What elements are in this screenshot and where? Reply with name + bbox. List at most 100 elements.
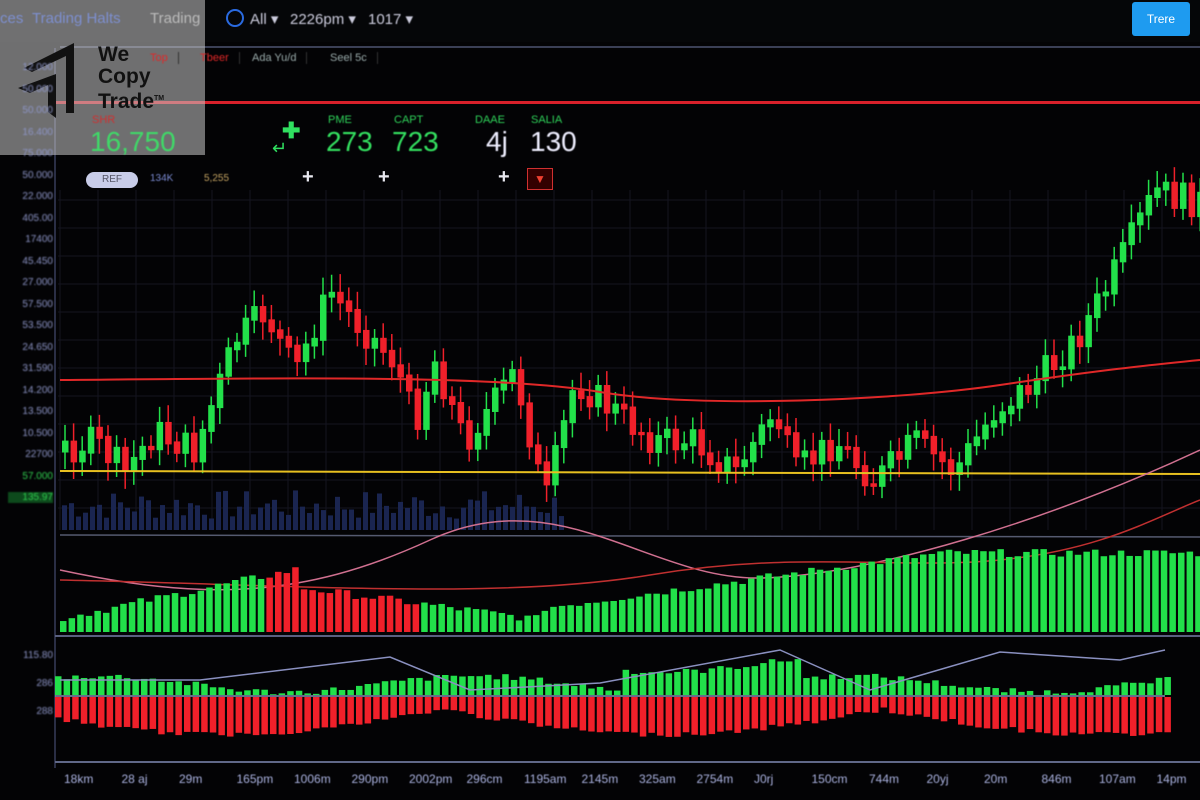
histogram-bar [868,561,875,632]
price-tick: 14.200 [22,384,53,396]
oscillator-bar-down [72,697,79,720]
nav-item[interactable]: ces [0,10,24,27]
oscillator-bar-down [829,697,836,719]
oscillator-bar-up [364,684,372,695]
histogram-bar [859,562,867,632]
alert-down-icon[interactable]: ▼ [527,168,553,190]
candle-up [1137,212,1144,226]
oscillator-bar-down [201,697,208,733]
candle-down [646,432,654,453]
histogram-bar [1049,554,1056,632]
nav-item-trading-halts[interactable]: Trading Halts [32,10,121,27]
candle-down [629,406,637,435]
oscillator-bar-down [416,697,423,714]
price-tick: 22700 [25,449,53,460]
ref-pill[interactable]: REF [86,172,138,188]
moving-average-red [59,359,1200,403]
oscillator-bar-up [201,683,208,695]
volume-bar [160,505,165,530]
price-tick: 17400 [25,234,53,245]
histogram-bar [756,575,764,632]
volume-bar [104,517,109,530]
oscillator-bar-up [89,678,96,695]
oscillator-bar-up [235,691,243,695]
histogram-bar [894,557,901,632]
price-tick: 16.400 [22,126,53,138]
oscillator-bar-down [1009,697,1017,728]
volume-bar [279,511,284,530]
histogram-bar [653,593,660,632]
volume-bar [258,507,263,530]
histogram-bar [816,569,824,632]
tab-ada[interactable]: Ada Yu/d [242,52,308,64]
chip: 134K [150,173,174,184]
oscillator-bar-up [1069,693,1077,695]
nav-item-trading[interactable]: Trading [150,10,201,27]
tab-seel[interactable]: Seel 5c [320,52,378,64]
tab-top[interactable]: Top [140,52,179,64]
histogram-bar [773,576,781,632]
oscillator-bar-up [287,691,294,695]
candle-up [311,337,318,347]
wecopytrade-logo: We Copy TradeTM [0,0,205,155]
candle-down [337,291,344,304]
tab-tbeer[interactable]: Tbeer [190,52,240,64]
histogram-bar [343,590,351,632]
histogram-bar [1006,556,1013,632]
histogram-bar [146,601,153,632]
add-icon[interactable]: + [378,166,390,188]
oscillator-bar-down [786,697,793,724]
oscillator-bar-down [811,697,819,724]
oscillator-bar-up [106,675,114,695]
volume-bar [398,501,403,530]
volume-bar [510,506,515,530]
candle-up [483,408,490,436]
add-icon[interactable]: + [302,166,314,188]
oscillator-bar-down [536,697,544,727]
time-dropdown[interactable]: 2226pm ▾ [290,11,356,28]
candle-up [758,424,766,445]
histogram-bar [309,590,316,632]
histogram-bar [619,599,626,632]
candle-down [896,451,903,460]
stat-label: PME [328,114,352,126]
candle-up [741,459,748,468]
candle-up [328,291,336,298]
period-dropdown[interactable]: 1017 ▾ [368,11,414,28]
oscillator-bar-up [1087,692,1094,695]
oscillator-bar-down [399,697,406,716]
candle-up [724,456,731,473]
candle-up [750,441,757,463]
time-tick: 20yj [926,772,949,786]
histogram-bar [601,601,609,632]
candle-down [930,435,938,455]
volume-bar [314,503,319,530]
oscillator-bar-down [631,697,638,733]
candle-down [603,384,611,414]
candle-up [689,429,697,447]
volume-bar [391,512,396,530]
time-tick: 1195am [524,772,567,786]
oscillator-bar-down [803,697,810,721]
oscillator-bar-down [794,697,802,725]
oscillator-bar-down [106,697,114,727]
volume-bar [370,512,375,530]
histogram-bar [1023,551,1030,632]
volume-bar [496,506,501,530]
oscillator-bar-up [278,693,286,695]
candle-up [431,361,439,395]
volume-bar [216,491,221,530]
oscillator-bar-down [184,697,191,732]
volume-bar [272,499,277,530]
oscillator-bar-down [149,697,157,729]
filter-dropdown[interactable]: All ▾ [250,11,279,28]
divider [59,534,1200,538]
histogram-bar [791,572,798,632]
histogram-bar [68,618,76,632]
oscillator-bar-down [657,697,664,736]
candle-up [990,420,998,428]
add-icon[interactable]: + [498,166,510,188]
candle-up [1145,195,1153,216]
tree-button[interactable]: Trere [1132,2,1190,36]
